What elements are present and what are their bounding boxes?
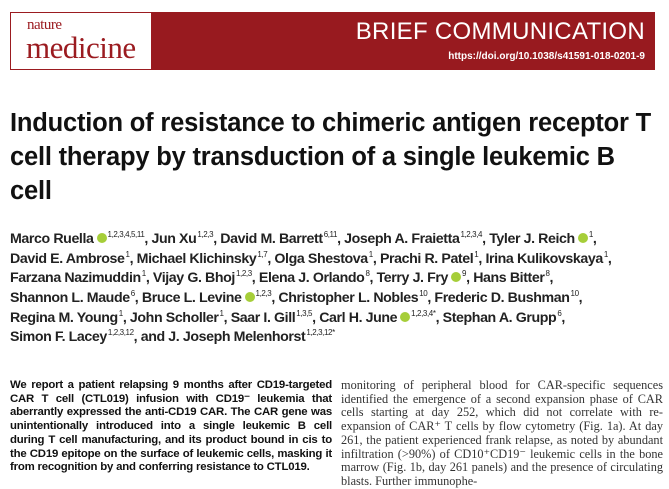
author-name[interactable]: Elena J. Orlando — [258, 270, 365, 287]
affiliation-superscript: 1 — [474, 249, 479, 259]
author-line: Farzana Nazimuddin1, Vijay G. Bhoj1,2,3,… — [10, 269, 554, 287]
author-name[interactable]: Bruce L. Levine — [141, 290, 242, 307]
affiliation-superscript: 1,2,3,12 — [107, 328, 134, 338]
author-name[interactable]: Simon F. Lacey — [10, 329, 107, 346]
journal-logo: nature medicine — [10, 12, 152, 70]
author-name[interactable]: Stephan A. Grupp — [442, 309, 557, 326]
author-name[interactable]: David M. Barrett — [220, 231, 323, 247]
affiliation-superscript: 9 — [462, 269, 467, 279]
affiliation-superscript: 1,2,3,12* — [306, 328, 335, 338]
author-name[interactable]: Marco Ruella — [10, 231, 94, 247]
author-name[interactable]: Olga Shestova — [274, 250, 368, 267]
affiliation-superscript: 1 — [219, 308, 224, 318]
orcid-icon[interactable] — [577, 233, 588, 243]
author-name[interactable]: Michael Klichinsky — [136, 250, 257, 267]
article-title: Induction of resistance to chimeric anti… — [10, 109, 651, 205]
affiliation-superscript: 1,3,5 — [296, 308, 313, 318]
affiliation-superscript: 1 — [588, 230, 593, 239]
doi-link[interactable]: https://doi.org/10.1038/s41591-018-0201-… — [448, 51, 645, 62]
author-line: David E. Ambrose1, Michael Klichinsky1,7… — [10, 249, 612, 267]
abstract: We report a patient relapsing 9 months a… — [10, 379, 332, 474]
affiliation-superscript: 8 — [365, 269, 370, 279]
author-name[interactable]: Hans Bitter — [473, 270, 545, 287]
affiliation-superscript: 1 — [603, 249, 608, 259]
author-name[interactable]: Terry J. Fry — [376, 270, 449, 287]
logo-nature: nature — [27, 17, 62, 33]
author-name[interactable]: John Scholler — [129, 309, 219, 326]
author-name[interactable]: Irina Kulikovskaya — [485, 250, 603, 267]
affiliation-superscript: 1 — [118, 308, 123, 318]
author-name[interactable]: Jun Xu — [151, 231, 197, 247]
affiliation-superscript: 1,2,3,4,5,11 — [107, 230, 145, 239]
affiliation-superscript: 1,2,3,4* — [411, 308, 436, 318]
author-list: Marco Ruella 1,2,3,4,5,11, Jun Xu1,2,3, D… — [10, 230, 665, 348]
author-line: Shannon L. Maude6, Bruce L. Levine 1,2,3,… — [10, 289, 583, 307]
author-line: Regina M. Young1, John Scholler1, Saar I… — [10, 308, 565, 326]
affiliation-superscript: 1,2,3,4 — [460, 230, 483, 239]
orcid-icon[interactable] — [244, 292, 255, 303]
author-name[interactable]: Saar I. Gill — [230, 309, 296, 326]
logo-medicine: medicine — [26, 30, 136, 65]
orcid-icon[interactable] — [96, 233, 107, 243]
affiliation-superscript: 8 — [545, 269, 550, 279]
affiliation-superscript: 6,11 — [323, 230, 338, 239]
author-name[interactable]: J. Joseph Melenhorst — [168, 329, 306, 346]
author-name[interactable]: Carl H. June — [319, 309, 398, 326]
section-label: BRIEF COMMUNICATION — [355, 18, 645, 45]
author-name[interactable]: Farzana Nazimuddin — [10, 270, 141, 287]
author-name[interactable]: Shannon L. Maude — [10, 290, 130, 307]
affiliation-superscript: 10 — [570, 289, 580, 299]
author-name[interactable]: Regina M. Young — [10, 309, 118, 326]
orcid-icon[interactable] — [451, 272, 462, 283]
body-text: monitoring of peripheral blood for CAR-s… — [341, 378, 663, 488]
author-name[interactable]: Christopher L. Nobles — [278, 290, 419, 307]
affiliation-superscript: 1,2,3 — [235, 269, 252, 279]
affiliation-superscript: 10 — [419, 289, 428, 299]
author-name[interactable]: David E. Ambrose — [10, 250, 125, 267]
header-band: BRIEF COMMUNICATION https://doi.org/10.1… — [152, 12, 655, 70]
affiliation-superscript: 6 — [130, 289, 135, 299]
author-conjunction: and — [140, 329, 169, 346]
affiliation-superscript: 1 — [125, 249, 130, 259]
author-name[interactable]: Vijay G. Bhoj — [152, 270, 235, 287]
author-name[interactable]: Joseph A. Fraietta — [344, 231, 460, 247]
author-name[interactable]: Prachi R. Patel — [379, 250, 474, 267]
affiliation-superscript: 1,2,3 — [197, 230, 214, 239]
affiliation-superscript: 1,7 — [257, 249, 268, 259]
author-line: Simon F. Lacey1,2,3,12, and J. Joseph Me… — [10, 328, 335, 346]
author-name[interactable]: Tyler J. Reich — [489, 231, 575, 247]
author-line: Marco Ruella 1,2,3,4,5,11, Jun Xu1,2,3, D… — [10, 230, 597, 248]
orcid-icon[interactable] — [400, 311, 411, 322]
affiliation-superscript: 1 — [368, 249, 373, 259]
affiliation-superscript: 6 — [557, 308, 562, 318]
author-name[interactable]: Frederic D. Bushman — [434, 290, 570, 307]
affiliation-superscript: 1,2,3 — [255, 289, 272, 299]
affiliation-superscript: 1 — [141, 269, 146, 279]
